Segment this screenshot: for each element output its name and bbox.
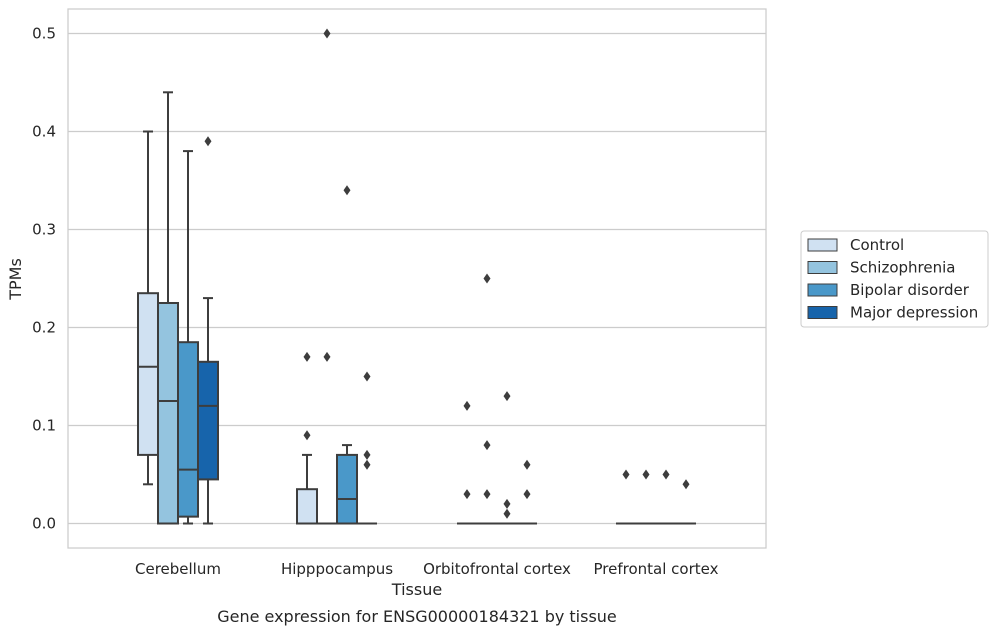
y-tick-labels: 0.0 0.1 0.2 0.3 0.4 0.5	[32, 25, 56, 533]
y-tick-label: 0.4	[32, 123, 56, 141]
x-tick-label: Orbitofrontal cortex	[423, 560, 571, 578]
boxplot-1-3	[636, 469, 656, 525]
outlier-point	[483, 440, 491, 451]
legend-label: Major depression	[850, 304, 978, 322]
boxplot-0-3	[616, 469, 636, 525]
box	[157, 302, 179, 525]
boxplot-3-0	[197, 136, 219, 525]
legend-label: Bipolar disorder	[850, 281, 970, 299]
legend-frame	[800, 230, 989, 328]
boxplot-1-0	[157, 91, 179, 525]
legend-swatch	[807, 261, 838, 274]
outlier-point	[343, 185, 351, 196]
outlier-point	[323, 351, 331, 362]
outlier-point	[503, 508, 511, 519]
box	[137, 292, 159, 456]
y-tick-label: 0.1	[32, 417, 56, 435]
legend-entries: Control Schizophrenia Bipolar disorder Majo…	[807, 236, 978, 322]
legend-swatch	[807, 283, 838, 297]
x-tick-label: Cerebellum	[135, 560, 221, 578]
boxplot-3-1	[357, 371, 377, 525]
outlier-point	[503, 391, 511, 402]
boxplot-0-2	[457, 400, 477, 525]
x-axis-label: Tissue	[391, 580, 442, 599]
outlier-point	[523, 459, 531, 470]
y-tick-label: 0.0	[32, 515, 56, 533]
outlier-point	[483, 489, 491, 500]
outlier-point	[363, 459, 371, 470]
boxplot-2-1	[336, 185, 358, 525]
y-tick-label: 0.3	[32, 221, 56, 239]
boxplot-3-2	[517, 459, 537, 525]
outlier-point	[323, 28, 331, 39]
boxplot-1-2	[477, 273, 497, 525]
outlier-point	[204, 136, 212, 147]
outlier-point	[682, 479, 690, 490]
y-tick-label: 0.5	[32, 25, 56, 43]
outlier-point	[363, 371, 371, 382]
box	[336, 453, 358, 525]
outlier-point	[642, 469, 650, 480]
outlier-point	[303, 430, 311, 441]
outlier-point	[483, 273, 491, 284]
boxplot-1-1	[317, 28, 337, 525]
y-tick-label: 0.2	[32, 319, 56, 337]
outlier-point	[523, 489, 531, 500]
legend-label: Schizophrenia	[850, 259, 955, 277]
y-axis-label: TPMs	[6, 258, 25, 301]
outlier-point	[363, 449, 371, 460]
legend: Control Schizophrenia Bipolar disorder Majo…	[800, 230, 989, 328]
boxplot-0-1	[296, 351, 318, 525]
outlier-point	[303, 351, 311, 362]
outlier-point	[622, 469, 630, 480]
boxes-layer	[137, 28, 696, 525]
x-tick-labels: Cerebellum Hipppocampus Orbitofrontal cort…	[135, 560, 719, 578]
outlier-point	[463, 400, 471, 411]
outlier-point	[662, 469, 670, 480]
outlier-point	[463, 489, 471, 500]
boxplot-2-0	[177, 150, 199, 525]
boxplot-2-2	[497, 391, 517, 525]
plot-area-frame	[67, 8, 767, 549]
box	[177, 341, 199, 518]
x-tick-label: Prefrontal cortex	[594, 560, 719, 578]
figure-caption: Gene expression for ENSG00000184321 by t…	[217, 607, 617, 626]
box	[296, 488, 318, 525]
box	[197, 360, 219, 481]
boxplot-0-0	[137, 130, 159, 486]
legend-swatch	[807, 238, 838, 252]
boxplot-3-3	[676, 479, 696, 525]
legend-swatch	[807, 306, 838, 319]
boxplot-2-3	[656, 469, 676, 525]
legend-label: Control	[850, 236, 904, 254]
outlier-point	[503, 498, 511, 509]
x-tick-label: Hipppocampus	[281, 560, 393, 578]
